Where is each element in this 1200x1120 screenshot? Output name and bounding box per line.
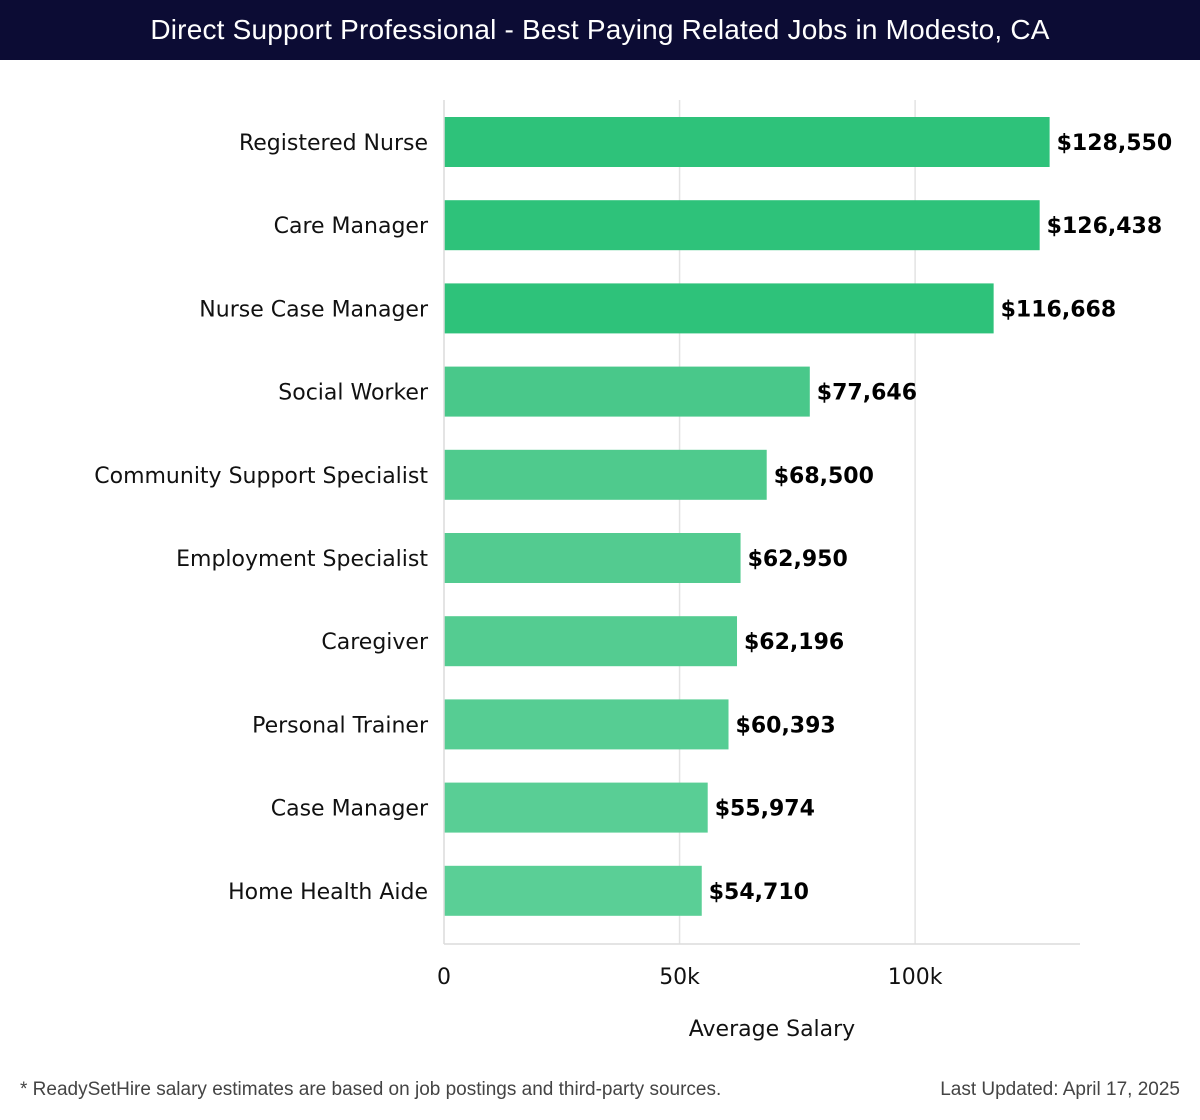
- value-label: $60,393: [736, 713, 836, 738]
- value-label: $55,974: [715, 797, 815, 822]
- x-tick-label: 0: [437, 965, 451, 990]
- x-tick-label: 100k: [888, 965, 943, 990]
- value-label: $62,950: [748, 547, 848, 572]
- category-label: Social Worker: [278, 381, 429, 406]
- value-label: $62,196: [744, 630, 844, 655]
- bar: [444, 782, 708, 833]
- chart-header: Direct Support Professional - Best Payin…: [0, 0, 1200, 60]
- bar: [444, 865, 702, 916]
- bar: [444, 449, 767, 500]
- bar: [444, 117, 1050, 167]
- category-label: Employment Specialist: [176, 547, 428, 572]
- bar: [444, 366, 810, 417]
- value-label: $126,438: [1047, 214, 1163, 239]
- bar: [444, 533, 741, 583]
- category-label: Care Manager: [274, 214, 429, 239]
- bar: [444, 699, 729, 750]
- category-label: Nurse Case Manager: [199, 297, 429, 322]
- category-label: Home Health Aide: [228, 880, 428, 905]
- category-label: Personal Trainer: [252, 713, 429, 738]
- bar-chart: Registered Nurse $128,550 Care Manager $126…: [94, 100, 1172, 1042]
- category-label: Community Support Specialist: [94, 464, 428, 489]
- value-label: $128,550: [1057, 131, 1173, 156]
- last-updated: Last Updated: April 17, 2025: [940, 1079, 1180, 1100]
- bar: [444, 283, 994, 334]
- category-label: Case Manager: [271, 797, 429, 822]
- chart-title: Direct Support Professional - Best Payin…: [150, 14, 1050, 45]
- category-label: Caregiver: [321, 630, 429, 655]
- value-label: $54,710: [709, 880, 809, 905]
- bar: [444, 616, 738, 667]
- labels: Registered Nurse $128,550 Care Manager $126…: [94, 131, 1172, 905]
- x-tick-label: 50k: [659, 965, 700, 990]
- value-label: $68,500: [774, 464, 874, 489]
- bar: [444, 200, 1040, 251]
- bars: [444, 117, 1050, 916]
- value-label: $77,646: [817, 381, 917, 406]
- category-label: Registered Nurse: [239, 131, 428, 156]
- value-label: $116,668: [1001, 297, 1117, 322]
- x-axis: 0 50k 100k Average Salary: [437, 100, 1080, 1042]
- x-axis-title: Average Salary: [689, 1017, 855, 1042]
- footer-note: * ReadySetHire salary estimates are base…: [20, 1079, 722, 1100]
